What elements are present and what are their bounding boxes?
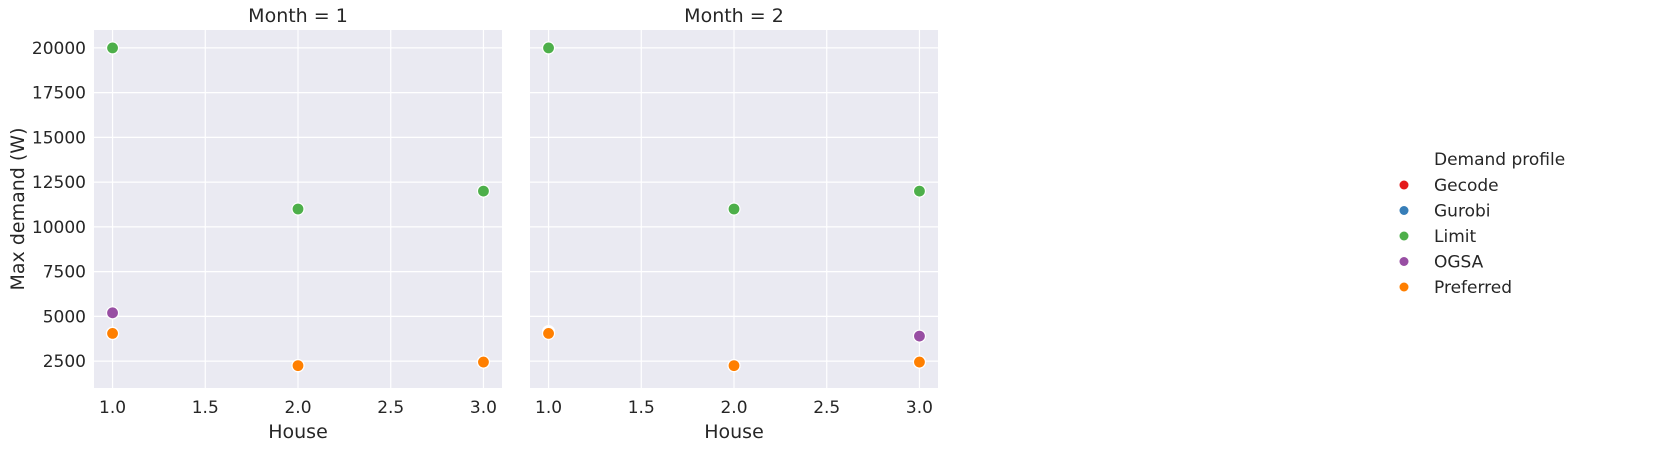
point-preferred: [727, 359, 741, 373]
legend-marker-gurobi: [1399, 206, 1409, 215]
point-limit: [912, 184, 927, 198]
point-preferred: [476, 355, 491, 369]
x-tick-label: 3.0: [906, 398, 933, 418]
x-tick-label: 2.5: [377, 398, 404, 418]
facet-panel-1: 1.0 1.5 2.0 2.5 3.0 2500 5000 7500 10000 12500 150…: [7, 5, 502, 443]
y-tick-label: 17500: [32, 84, 86, 104]
legend-marker-limit: [1399, 231, 1409, 241]
point-preferred: [912, 355, 927, 369]
point-ogsa: [105, 306, 120, 320]
x-tick-label: 1.0: [99, 398, 126, 418]
point-limit: [476, 184, 491, 198]
x-tick-label: 1.5: [192, 398, 219, 418]
x-tick-label: 2.0: [284, 398, 311, 418]
y-tick-label: 20000: [32, 39, 86, 59]
x-tick-label: 3.0: [470, 398, 497, 418]
x-tick-label: 2.0: [720, 398, 747, 418]
facet-title: Month = 2: [684, 5, 784, 27]
panels: 1.0 1.5 2.0 2.5 3.0 2500 5000 7500 10000 12500 150…: [7, 5, 938, 443]
y-tick-label: 2500: [43, 352, 86, 372]
y-tick-label: 15000: [32, 128, 86, 148]
legend: Demand profile Gecode Gurobi Limit OGSA Pref…: [1399, 150, 1565, 298]
legend-label-gurobi: Gurobi: [1434, 202, 1490, 222]
point-preferred: [291, 359, 305, 373]
point-ogsa: [912, 329, 927, 343]
x-tick-label: 2.5: [813, 398, 840, 418]
point-limit: [291, 202, 305, 216]
legend-label-limit: Limit: [1434, 227, 1476, 247]
legend-label-ogsa: OGSA: [1434, 253, 1484, 273]
legend-title: Demand profile: [1434, 150, 1565, 170]
legend-marker-ogsa: [1399, 257, 1409, 266]
x-tick-label: 1.5: [628, 398, 655, 418]
x-axis-title: House: [268, 421, 328, 443]
y-tick-label: 5000: [43, 307, 86, 327]
x-axis-title: House: [704, 421, 764, 443]
legend-label-gecode: Gecode: [1434, 176, 1499, 196]
point-preferred: [541, 326, 556, 341]
y-tick-label: 7500: [43, 263, 86, 283]
y-tick-label: 10000: [32, 218, 86, 238]
y-axis-title: Max demand (W): [7, 128, 29, 291]
facet-title: Month = 1: [248, 5, 348, 27]
y-tick-label: 12500: [32, 173, 86, 193]
x-tick-label: 1.0: [535, 398, 562, 418]
point-preferred: [105, 326, 120, 341]
point-limit: [727, 202, 741, 216]
point-limit: [105, 41, 120, 55]
facet-panel-2: 1.0 1.5 2.0 2.5 3.0 House Month = 2: [530, 5, 938, 443]
legend-marker-preferred: [1399, 282, 1409, 292]
legend-marker-gecode: [1399, 180, 1409, 190]
legend-label-preferred: Preferred: [1434, 278, 1512, 298]
point-limit: [541, 41, 556, 55]
